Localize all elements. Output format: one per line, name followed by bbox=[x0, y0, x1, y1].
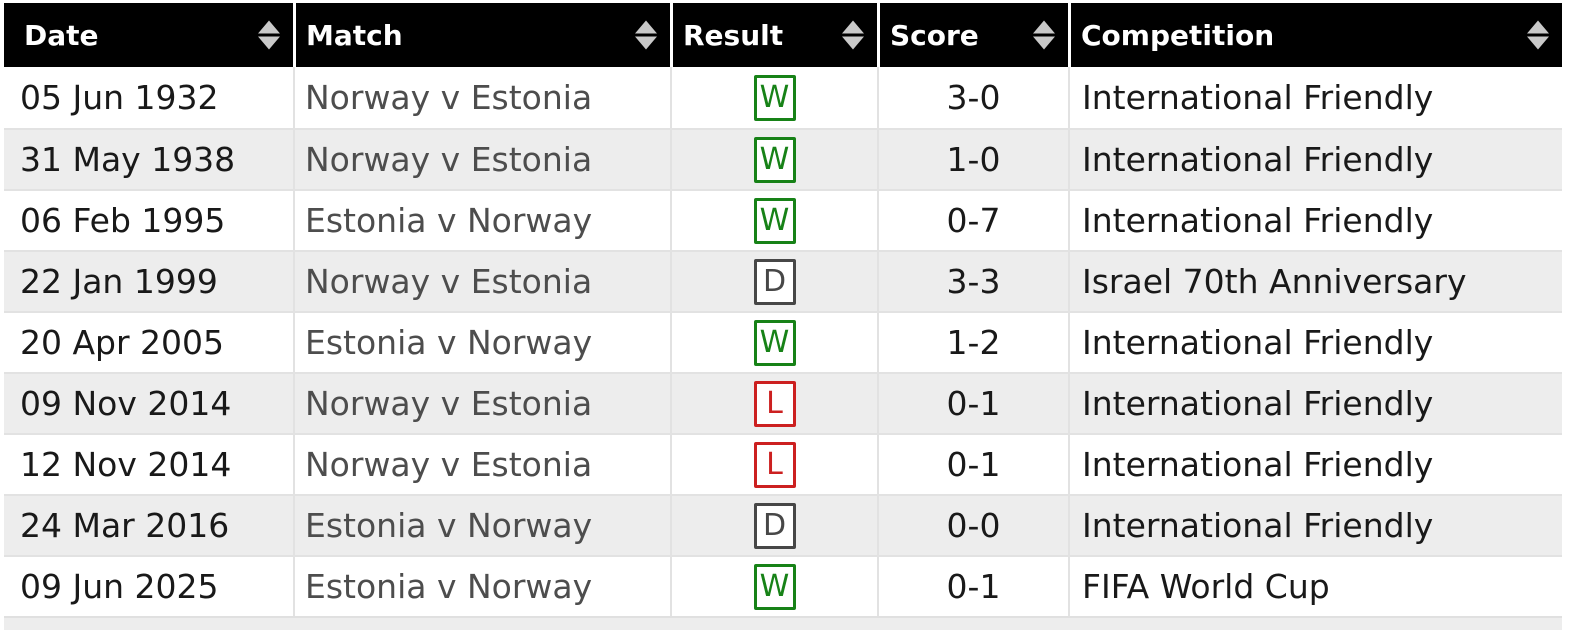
result-cell: W bbox=[670, 67, 877, 128]
table-row: 20 Apr 2005 Estonia v Norway W 1-2 Internati… bbox=[4, 311, 1562, 372]
match-cell: Estonia v Norway bbox=[293, 555, 670, 616]
competition-cell: International Friendly bbox=[1068, 433, 1562, 494]
column-header-label: Competition bbox=[1081, 18, 1275, 52]
competition-cell: FIFA World Cup bbox=[1068, 555, 1562, 616]
result-cell: D bbox=[670, 494, 877, 555]
score-cell: 3-3 bbox=[877, 250, 1068, 311]
match-cell: Estonia v Norway bbox=[293, 311, 670, 372]
match-cell: Norway v Estonia bbox=[293, 250, 670, 311]
column-header-label: Date bbox=[24, 18, 99, 52]
sort-down-arrow-icon bbox=[1033, 36, 1055, 50]
score-cell: 3-0 bbox=[877, 67, 1068, 128]
sort-down-arrow-icon bbox=[1527, 36, 1549, 50]
column-header-match[interactable]: Match bbox=[293, 3, 670, 67]
sort-down-arrow-icon bbox=[258, 36, 280, 50]
competition-cell: International Friendly bbox=[1068, 372, 1562, 433]
result-badge: W bbox=[753, 74, 796, 121]
match-cell: Norway v Estonia bbox=[293, 128, 670, 189]
competition-cell: International Friendly bbox=[1068, 67, 1562, 128]
table-body: 05 Jun 1932 Norway v Estonia W 3-0 Internati… bbox=[4, 67, 1562, 616]
sort-up-arrow-icon bbox=[842, 20, 864, 34]
result-badge: W bbox=[753, 563, 796, 610]
sort-down-arrow-icon bbox=[842, 36, 864, 50]
sort-down-arrow-icon bbox=[635, 36, 657, 50]
match-cell: Norway v Estonia bbox=[293, 372, 670, 433]
score-cell: 0-1 bbox=[877, 433, 1068, 494]
sort-up-arrow-icon bbox=[635, 20, 657, 34]
result-badge: D bbox=[753, 502, 796, 549]
table-row: 31 May 1938 Norway v Estonia W 1-0 Internati… bbox=[4, 128, 1562, 189]
sort-up-arrow-icon bbox=[1033, 20, 1055, 34]
competition-cell: International Friendly bbox=[1068, 128, 1562, 189]
score-cell: 0-1 bbox=[877, 555, 1068, 616]
table-row: 22 Jan 1999 Norway v Estonia D 3-3 Israel 70… bbox=[4, 250, 1562, 311]
date-cell: 09 Nov 2014 bbox=[4, 372, 293, 433]
table-row: 12 Nov 2014 Norway v Estonia L 0-1 Internati… bbox=[4, 433, 1562, 494]
result-badge: L bbox=[753, 441, 796, 488]
column-header-label: Score bbox=[890, 18, 979, 52]
result-badge: D bbox=[753, 258, 796, 305]
table-row: 09 Nov 2014 Norway v Estonia L 0-1 Internati… bbox=[4, 372, 1562, 433]
match-cell: Norway v Estonia bbox=[293, 433, 670, 494]
result-badge: L bbox=[753, 380, 796, 427]
table-row: 09 Jun 2025 Estonia v Norway W 0-1 FIFA Worl… bbox=[4, 555, 1562, 616]
result-cell: D bbox=[670, 250, 877, 311]
sort-icon[interactable] bbox=[1033, 20, 1055, 50]
score-cell: 0-1 bbox=[877, 372, 1068, 433]
date-cell: 31 May 1938 bbox=[4, 128, 293, 189]
table-row: 06 Feb 1995 Estonia v Norway W 0-7 Internati… bbox=[4, 189, 1562, 250]
table-row: 05 Jun 1932 Norway v Estonia W 3-0 Internati… bbox=[4, 67, 1562, 128]
table-header: Date Match Result Score Competition bbox=[4, 3, 1562, 67]
date-cell: 09 Jun 2025 bbox=[4, 555, 293, 616]
date-cell: 12 Nov 2014 bbox=[4, 433, 293, 494]
date-cell: 20 Apr 2005 bbox=[4, 311, 293, 372]
date-cell: 24 Mar 2016 bbox=[4, 494, 293, 555]
column-header-result[interactable]: Result bbox=[670, 3, 877, 67]
score-cell: 0-7 bbox=[877, 189, 1068, 250]
result-cell: L bbox=[670, 372, 877, 433]
match-cell: Estonia v Norway bbox=[293, 494, 670, 555]
sort-up-arrow-icon bbox=[1527, 20, 1549, 34]
column-header-label: Result bbox=[683, 18, 784, 52]
result-cell: L bbox=[670, 433, 877, 494]
result-badge: W bbox=[753, 197, 796, 244]
competition-cell: International Friendly bbox=[1068, 494, 1562, 555]
table-bottom-strip bbox=[4, 616, 1562, 630]
match-cell: Norway v Estonia bbox=[293, 67, 670, 128]
table-row: 24 Mar 2016 Estonia v Norway D 0-0 Internati… bbox=[4, 494, 1562, 555]
match-history-table: Date Match Result Score Competition 05 Jun 1… bbox=[4, 3, 1562, 616]
header-row: Date Match Result Score Competition bbox=[4, 3, 1562, 67]
competition-cell: International Friendly bbox=[1068, 189, 1562, 250]
column-header-date[interactable]: Date bbox=[4, 3, 293, 67]
result-cell: W bbox=[670, 555, 877, 616]
match-cell: Estonia v Norway bbox=[293, 189, 670, 250]
date-cell: 06 Feb 1995 bbox=[4, 189, 293, 250]
competition-cell: International Friendly bbox=[1068, 311, 1562, 372]
column-header-score[interactable]: Score bbox=[877, 3, 1068, 67]
sort-icon[interactable] bbox=[635, 20, 657, 50]
sort-up-arrow-icon bbox=[258, 20, 280, 34]
sort-icon[interactable] bbox=[258, 20, 280, 50]
score-cell: 1-0 bbox=[877, 128, 1068, 189]
sort-icon[interactable] bbox=[842, 20, 864, 50]
result-cell: W bbox=[670, 311, 877, 372]
score-cell: 0-0 bbox=[877, 494, 1068, 555]
result-cell: W bbox=[670, 189, 877, 250]
column-header-competition[interactable]: Competition bbox=[1068, 3, 1562, 67]
date-cell: 05 Jun 1932 bbox=[4, 67, 293, 128]
date-cell: 22 Jan 1999 bbox=[4, 250, 293, 311]
score-cell: 1-2 bbox=[877, 311, 1068, 372]
result-cell: W bbox=[670, 128, 877, 189]
result-badge: W bbox=[753, 136, 796, 183]
match-history-widget: Date Match Result Score Competition 05 Jun 1… bbox=[4, 3, 1562, 630]
competition-cell: Israel 70th Anniversary bbox=[1068, 250, 1562, 311]
result-badge: W bbox=[753, 319, 796, 366]
column-header-label: Match bbox=[306, 18, 403, 52]
sort-icon[interactable] bbox=[1527, 20, 1549, 50]
